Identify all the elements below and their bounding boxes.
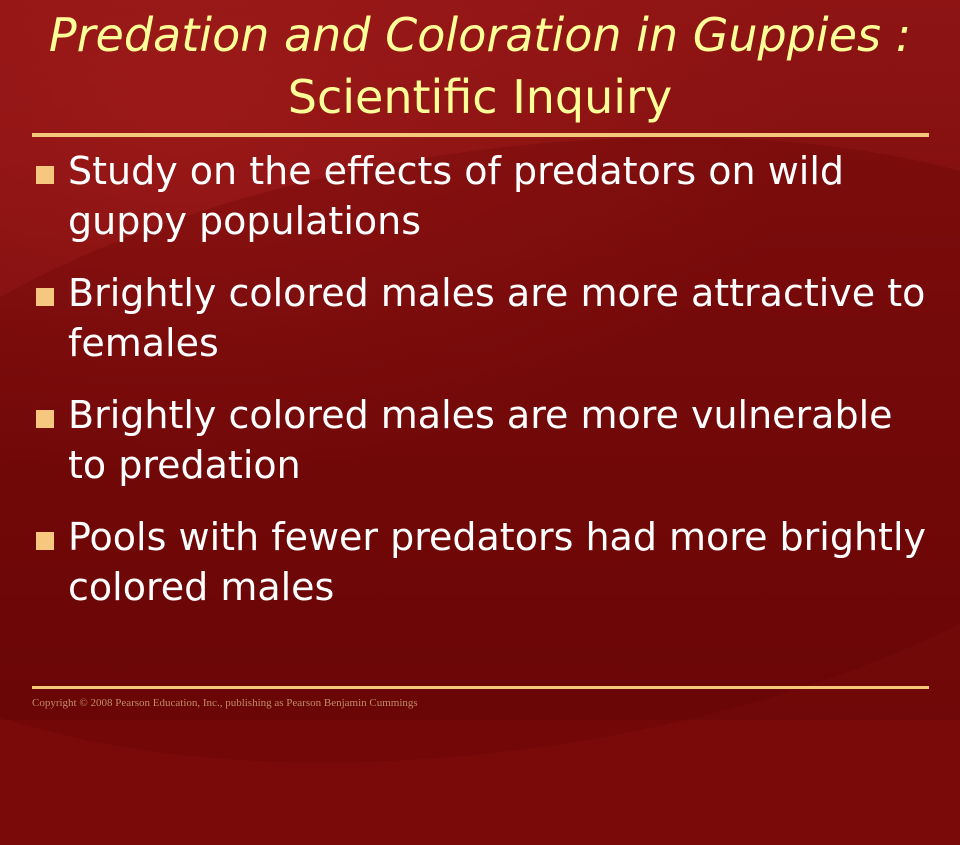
- bullet-text: Brightly colored males are more vulnerab…: [68, 393, 893, 487]
- title-divider: [32, 133, 929, 137]
- bullet-text: Study on the effects of predators on wil…: [68, 149, 845, 243]
- bullet-item: Brightly colored males are more attracti…: [34, 268, 934, 368]
- square-bullet-icon: [36, 288, 54, 306]
- square-bullet-icon: [36, 410, 54, 428]
- copyright-notice: Copyright © 2008 Pearson Education, Inc.…: [32, 697, 418, 709]
- bullet-list: Study on the effects of predators on wil…: [34, 146, 934, 634]
- bullet-text: Pools with fewer predators had more brig…: [68, 515, 926, 609]
- square-bullet-icon: [36, 166, 54, 184]
- slide: Predation and Coloration in Guppies : Sc…: [0, 0, 960, 720]
- title-line-1: Predation and Coloration in Guppies :: [48, 8, 912, 62]
- slide-title: Predation and Coloration in Guppies : Sc…: [24, 4, 936, 128]
- title-line-2: Scientific Inquiry: [287, 70, 673, 124]
- bullet-item: Brightly colored males are more vulnerab…: [34, 390, 934, 490]
- bullet-text: Brightly colored males are more attracti…: [68, 271, 926, 365]
- bullet-item: Study on the effects of predators on wil…: [34, 146, 934, 246]
- footer-divider: [32, 686, 929, 689]
- square-bullet-icon: [36, 532, 54, 550]
- bullet-item: Pools with fewer predators had more brig…: [34, 512, 934, 612]
